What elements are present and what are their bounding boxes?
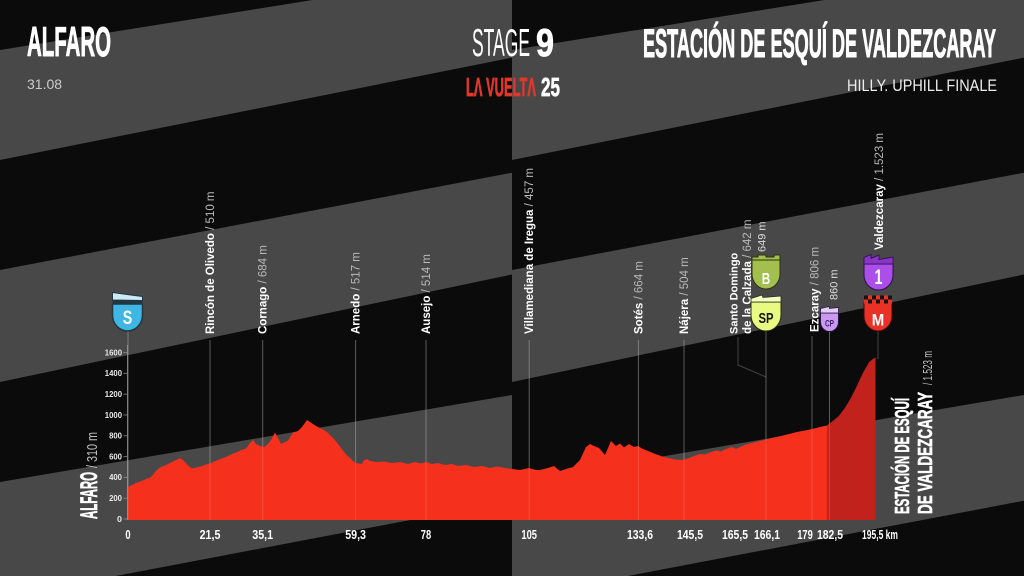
svg-text:9: 9: [536, 22, 554, 65]
svg-text:1600: 1600: [105, 348, 123, 357]
svg-text:800: 800: [109, 432, 122, 441]
svg-text:DE VALDEZCARAY: DE VALDEZCARAY: [915, 392, 937, 514]
svg-text:Valdezcaray / 1.523 m: Valdezcaray / 1.523 m: [874, 133, 886, 250]
svg-text:Ezcaray / 806 m: Ezcaray / 806 m: [810, 247, 822, 332]
svg-text:649 m: 649 m: [757, 221, 769, 252]
svg-text:Villamediana de Iregua / 457 m: Villamediana de Iregua / 457 m: [524, 168, 536, 334]
svg-text:STAGE: STAGE: [472, 22, 530, 65]
svg-text:ESTACIÓN DE ESQUÍ: ESTACIÓN DE ESQUÍ: [890, 398, 914, 514]
svg-text:31.08: 31.08: [27, 76, 62, 92]
svg-text:Santo Domingo: Santo Domingo: [729, 252, 741, 334]
svg-text:860 m: 860 m: [829, 269, 841, 300]
svg-text:179: 179: [797, 527, 813, 542]
svg-text:200: 200: [109, 494, 122, 503]
svg-text:ESTACIÓN DE ESQUÍ DE VALDEZCAR: ESTACIÓN DE ESQUÍ DE VALDEZCARAY: [643, 20, 996, 66]
svg-text:1200: 1200: [105, 390, 123, 399]
svg-text:/ 1.523 m: / 1.523 m: [920, 351, 935, 385]
svg-text:SP: SP: [759, 310, 774, 327]
svg-text:S: S: [123, 308, 133, 329]
svg-text:M: M: [872, 311, 885, 330]
svg-text:166,1: 166,1: [754, 527, 780, 542]
svg-text:21,5: 21,5: [200, 527, 221, 542]
svg-text:165,5: 165,5: [722, 527, 748, 542]
svg-text:B: B: [762, 271, 771, 288]
svg-text:HILLY. UPHILL FINALE: HILLY. UPHILL FINALE: [847, 77, 997, 95]
svg-text:Nájera / 504 m: Nájera / 504 m: [679, 257, 691, 334]
svg-text:CP: CP: [825, 319, 834, 330]
svg-text:Rincón de Olivedo / 510 m: Rincón de Olivedo / 510 m: [205, 191, 217, 334]
svg-text:78: 78: [421, 527, 431, 542]
svg-text:1: 1: [875, 266, 883, 289]
svg-text:Cornago / 684 m: Cornago / 684 m: [258, 245, 270, 334]
svg-text:400: 400: [109, 473, 122, 482]
svg-text:182,5: 182,5: [817, 527, 843, 542]
svg-text:0: 0: [125, 527, 130, 542]
svg-text:Ausejo / 514 m: Ausejo / 514 m: [421, 254, 433, 334]
svg-text:105: 105: [521, 527, 537, 542]
svg-text:/ 310 m: / 310 m: [84, 432, 101, 468]
svg-text:35,1: 35,1: [252, 527, 273, 542]
svg-text:ALFARO: ALFARO: [76, 472, 103, 519]
svg-text:133,6: 133,6: [627, 527, 653, 542]
svg-text:25: 25: [541, 72, 560, 102]
svg-text:600: 600: [109, 452, 122, 461]
svg-text:145,5: 145,5: [677, 527, 703, 542]
svg-text:ALFARO: ALFARO: [27, 18, 111, 65]
svg-text:0: 0: [117, 515, 123, 524]
svg-text:LΛ VUELTΛ: LΛ VUELTΛ: [466, 72, 536, 102]
svg-text:195,5 km: 195,5 km: [862, 527, 898, 542]
svg-text:1400: 1400: [105, 369, 123, 378]
svg-text:59,3: 59,3: [345, 527, 366, 542]
svg-text:Arnedo / 517 m: Arnedo / 517 m: [351, 252, 363, 334]
svg-text:Sotés / 664 m: Sotés / 664 m: [634, 261, 646, 334]
svg-text:1000: 1000: [105, 411, 123, 420]
